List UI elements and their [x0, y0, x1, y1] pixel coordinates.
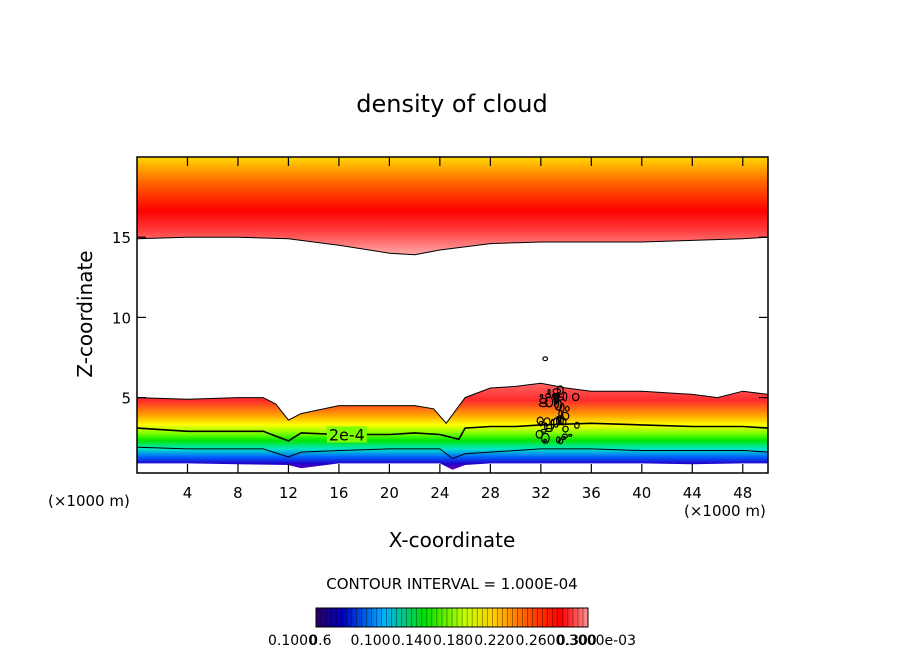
contour-lines [137, 236, 768, 460]
contour-label: 2e-4 [329, 426, 365, 445]
chart-title: density of cloud [356, 90, 547, 118]
convective-contour [536, 416, 544, 425]
convective-contour [574, 421, 580, 429]
convective-contour [555, 436, 561, 444]
convective-contour [543, 438, 547, 443]
x-axis-unit-right: (×1000 m) [684, 502, 766, 520]
convective-contour [571, 392, 580, 402]
colorbar-label: 0.300 [557, 633, 597, 649]
convective-contour [558, 438, 564, 445]
colorbar-label: 0.1000 [268, 633, 317, 649]
convective-contour [568, 433, 573, 437]
colorbar-label: 0.220 [474, 633, 514, 649]
x-tick-label: 32 [531, 484, 550, 502]
x-tick-label: 40 [632, 484, 651, 502]
y-tick-label: 10 [112, 309, 131, 327]
x-axis-unit-left: (×1000 m) [48, 492, 130, 510]
convective-contour [552, 387, 562, 395]
colorbar-ticks [315, 608, 589, 627]
convective-contour [538, 420, 544, 427]
x-tick-label: 16 [329, 484, 348, 502]
convective-contour [562, 391, 568, 402]
plot-frame [136, 156, 769, 474]
convective-contour [557, 415, 562, 426]
x-tick-label: 36 [582, 484, 601, 502]
convective-contour [539, 394, 544, 398]
y-axis-ticks: 5 10 15 [112, 229, 768, 408]
x-tick-label: 28 [481, 484, 500, 502]
colorbar-label: 0.3000e-03 [556, 633, 636, 649]
colorbar-label: 0.140 [392, 633, 432, 649]
convective-contour [560, 436, 567, 441]
contour-label-background [326, 426, 367, 443]
convective-contour [564, 405, 570, 412]
x-tick-label: 48 [733, 484, 752, 502]
convective-contour [541, 432, 550, 444]
convective-contour [556, 385, 564, 396]
x-axis-label: X-coordinate [389, 528, 516, 552]
x-tick-label: 8 [233, 484, 243, 502]
colorbar-label: 0.260 [516, 633, 556, 649]
x-axis-ticks: 4 8 12 16 20 24 28 32 36 40 44 48 [183, 157, 752, 502]
convective-contour [547, 388, 551, 395]
convective-contour [544, 422, 548, 431]
plot-fields [137, 157, 768, 470]
x-tick-label: 20 [380, 484, 399, 502]
convective-contour [554, 399, 563, 411]
y-tick-label: 5 [121, 390, 131, 408]
y-axis-label: Z-coordinate [73, 250, 97, 377]
contour-interval-text: CONTOUR INTERVAL = 1.000E-04 [326, 575, 577, 593]
contour-line-level_2e-4 [137, 422, 768, 442]
convective-contour [562, 425, 569, 433]
colorbar-label: 0.100 [351, 633, 391, 649]
x-tick-label: 44 [683, 484, 702, 502]
convective-contour [561, 433, 569, 439]
convective-contour [553, 398, 560, 409]
upper-cloud-band [137, 157, 768, 255]
contour-line-upper_cloud_base [137, 236, 768, 256]
x-tick-label: 24 [430, 484, 449, 502]
colorbar-label: 0.180 [433, 633, 473, 649]
y-tick-label: 15 [112, 229, 131, 247]
contour-line-low_level [137, 446, 768, 460]
colorbar-label: 0.6 [309, 633, 331, 649]
x-tick-label: 12 [279, 484, 298, 502]
contour-line-lower_cloud_top [137, 382, 768, 425]
convective-contour [539, 397, 548, 404]
convective-contour [535, 429, 544, 439]
convective-contour-cluster [535, 356, 580, 445]
convective-contour [542, 356, 549, 362]
convective-contour [560, 411, 570, 421]
x-tick-label: 4 [183, 484, 193, 502]
lower-cloud-band [137, 383, 768, 470]
